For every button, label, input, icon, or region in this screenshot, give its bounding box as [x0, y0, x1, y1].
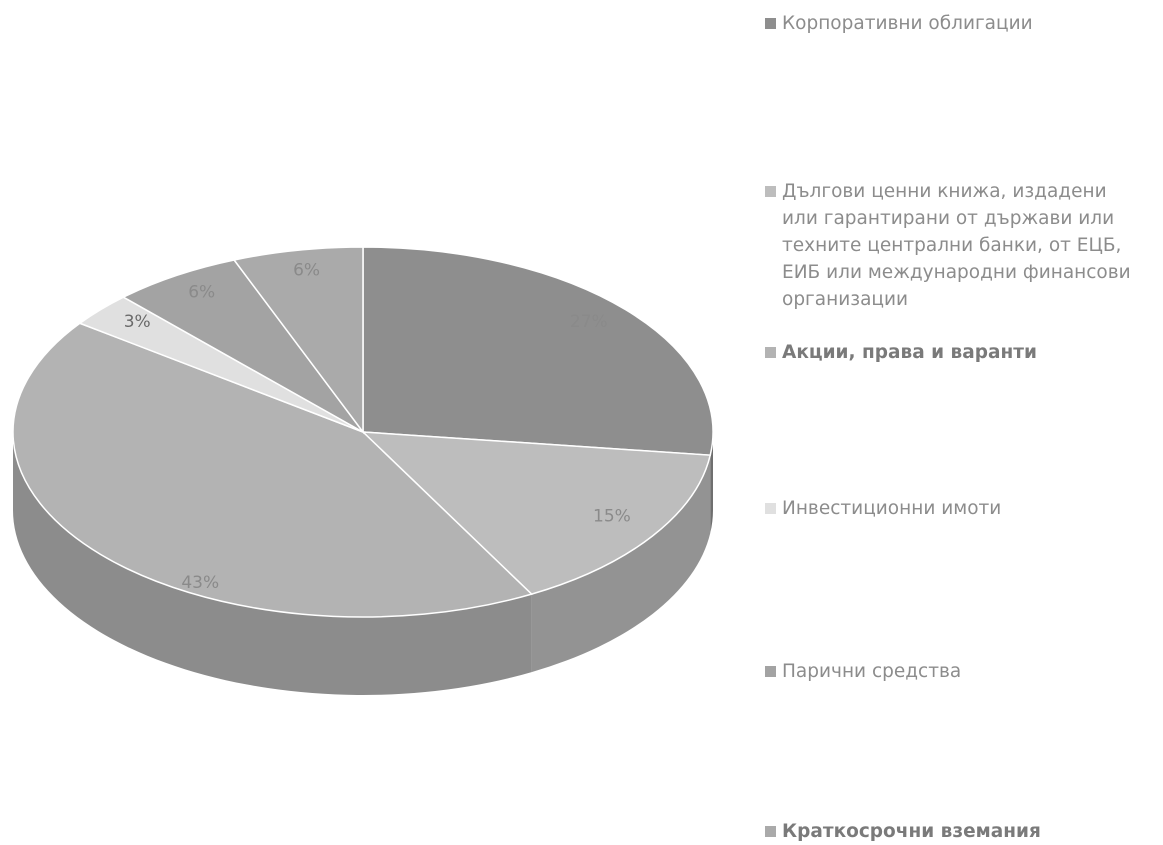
- legend-swatch: [765, 826, 776, 837]
- pie-slices: [12, 246, 714, 618]
- data-label-5: 6%: [293, 261, 320, 281]
- pie-slice-5: [232, 246, 364, 435]
- legend-swatch: [765, 503, 776, 514]
- legend-swatch: [765, 347, 776, 358]
- legend-swatch: [765, 18, 776, 29]
- pie-side-0: [710, 432, 713, 534]
- legend-swatch: [765, 666, 776, 677]
- legend-item-receivables: Краткосрочни вземания: [765, 818, 1041, 845]
- data-label-1: 15%: [593, 506, 631, 526]
- pie-side-1: [531, 455, 711, 673]
- data-label-0: 27%: [570, 312, 608, 332]
- legend: Корпоративни облигации Дългови ценни кни…: [765, 0, 1155, 842]
- data-label-4: 6%: [188, 283, 215, 303]
- legend-label: Дългови ценни книжа, издадени или гарант…: [782, 181, 1131, 310]
- pie-side-2: [13, 432, 532, 695]
- data-label-3: 3%: [124, 312, 151, 332]
- legend-item-investment-property: Инвестиционни имоти: [765, 495, 1001, 522]
- pie-slice-1: [360, 431, 712, 595]
- pie-slice-2: [12, 322, 534, 618]
- legend-item-government-debt: Дългови ценни книжа, издадени или гарант…: [765, 178, 1145, 313]
- legend-label: Инвестиционни имоти: [782, 498, 1002, 519]
- data-label-2: 43%: [181, 573, 219, 593]
- legend-label: Корпоративни облигации: [782, 13, 1033, 34]
- legend-label: Краткосрочни вземания: [782, 821, 1041, 842]
- legend-item-shares: Акции, права и варанти: [765, 339, 1037, 366]
- pie-slice-4: [121, 259, 364, 433]
- pie-sides: [13, 432, 713, 695]
- legend-swatch: [765, 186, 776, 197]
- legend-label: Парични средства: [782, 661, 962, 682]
- pie-slice-0: [362, 246, 714, 456]
- legend-item-cash: Парични средства: [765, 658, 961, 685]
- legend-item-corporate-bonds: Корпоративни облигации: [765, 10, 1033, 37]
- legend-label: Акции, права и варанти: [782, 342, 1037, 363]
- pie-data-labels: 27% 15% 43% 3% 6% 6%: [124, 261, 631, 593]
